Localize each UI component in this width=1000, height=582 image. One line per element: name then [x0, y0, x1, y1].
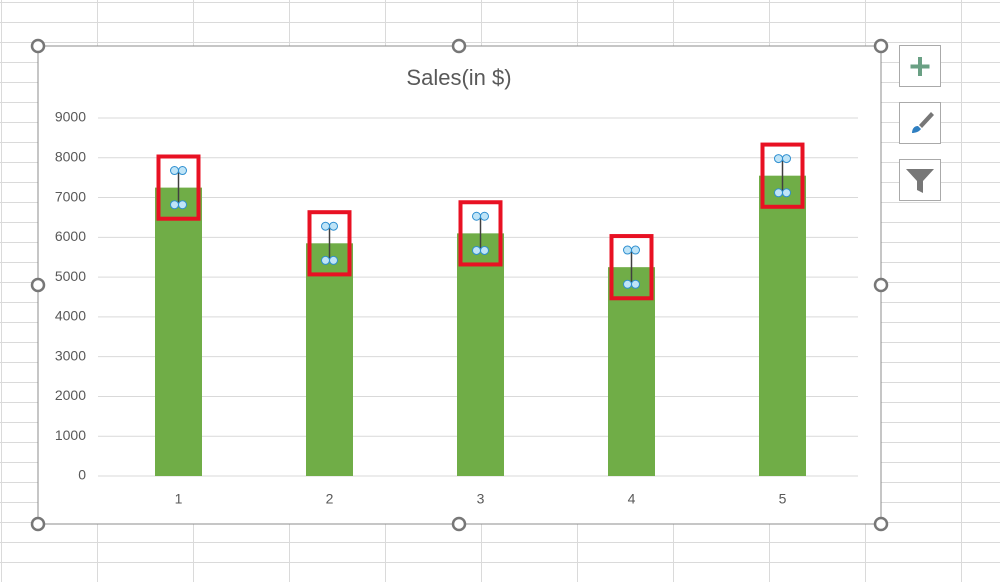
y-tick-label: 0 — [78, 467, 86, 483]
y-tick-label: 4000 — [55, 308, 86, 324]
error-bar-handle — [321, 221, 330, 231]
bar — [759, 175, 806, 476]
error-bar-handle — [623, 279, 632, 289]
bar — [608, 267, 655, 476]
x-tick-label: 2 — [326, 491, 334, 507]
chart-styles-button[interactable] — [899, 102, 941, 144]
error-bar-handle — [774, 154, 783, 164]
error-bar-handle — [774, 188, 783, 198]
error-bar-handle — [480, 245, 489, 255]
handle[interactable] — [451, 38, 467, 54]
error-bar-handle — [170, 200, 179, 210]
chart-title: Sales(in $) — [406, 65, 511, 90]
error-bar-handle — [329, 255, 338, 265]
error-bar-handle — [329, 221, 338, 231]
handle[interactable] — [30, 277, 46, 293]
x-tick-label: 3 — [477, 491, 485, 507]
handle[interactable] — [30, 38, 46, 54]
x-tick-label: 1 — [175, 491, 183, 507]
bar — [306, 243, 353, 476]
chart-elements-button[interactable] — [899, 45, 941, 87]
error-bar-handle — [321, 255, 330, 265]
button-frame — [899, 102, 941, 144]
brush-tip — [912, 126, 921, 133]
y-tick-label: 5000 — [55, 268, 86, 284]
highlight-box — [609, 234, 654, 301]
y-tick-label: 2000 — [55, 387, 86, 403]
error-bar-handle — [631, 245, 640, 255]
handle[interactable] — [30, 516, 46, 532]
error-bar-handle — [782, 188, 791, 198]
error-bar-handle — [472, 245, 481, 255]
bar — [457, 233, 504, 476]
chart-filters-button[interactable] — [899, 159, 941, 201]
selection-handles — [30, 38, 889, 532]
error-bar-handle — [623, 245, 632, 255]
error-bar-handle — [472, 211, 481, 221]
handle[interactable] — [873, 38, 889, 54]
y-tick-label: 9000 — [55, 109, 86, 125]
error-bar-handle — [170, 166, 179, 176]
filter-icon — [906, 169, 934, 193]
y-tick-label: 8000 — [55, 148, 86, 164]
error-bar-handle — [480, 211, 489, 221]
y-tick-label: 7000 — [55, 188, 86, 204]
plus-icon — [910, 57, 930, 76]
x-tick-label: 4 — [628, 491, 636, 507]
y-tick-label: 1000 — [55, 427, 86, 443]
error-bar-handle — [178, 166, 187, 176]
highlight-box — [156, 154, 201, 221]
handle[interactable] — [873, 516, 889, 532]
x-tick-label: 5 — [779, 491, 787, 507]
y-tick-label: 3000 — [55, 347, 86, 363]
brush-handle — [919, 112, 934, 128]
error-bar-handle — [782, 154, 791, 164]
error-bar-handle — [631, 279, 640, 289]
handle[interactable] — [451, 516, 467, 532]
button-frame — [899, 159, 941, 201]
highlight-box — [458, 200, 503, 267]
error-bar-handle — [178, 200, 187, 210]
highlight-box — [760, 142, 805, 209]
bar — [155, 187, 202, 476]
handle[interactable] — [873, 277, 889, 293]
highlight-box — [307, 210, 352, 277]
y-tick-label: 6000 — [55, 228, 86, 244]
